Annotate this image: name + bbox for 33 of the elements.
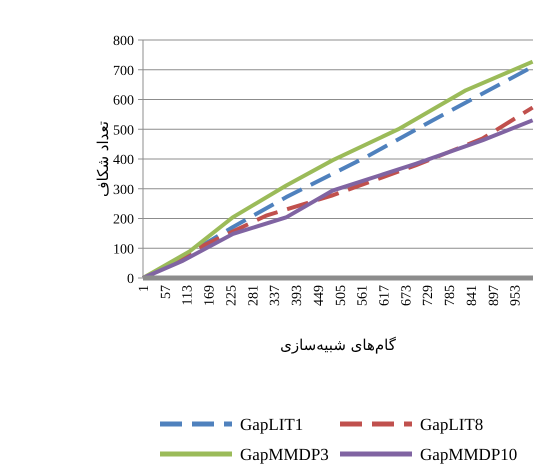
- y-tick-label: 0: [127, 272, 134, 287]
- x-tick-label: 57: [158, 285, 174, 299]
- y-tick-label: 300: [113, 182, 134, 198]
- x-tick-label: 1: [137, 285, 152, 292]
- x-tick-label: 729: [421, 285, 436, 306]
- x-tick-label: 953: [508, 285, 524, 306]
- legend-label: GapMMDP10: [420, 445, 518, 464]
- legend-label: GapLIT8: [420, 415, 484, 434]
- x-tick-label: 169: [202, 285, 218, 306]
- x-tick-label: 505: [334, 285, 349, 306]
- y-axis-title: تعداد شکاف: [94, 121, 112, 197]
- legend-label: GapMMDP3: [240, 445, 329, 464]
- y-tick-label: 200: [113, 212, 134, 228]
- x-tick-label: 617: [377, 285, 392, 306]
- y-tick-label: 700: [113, 64, 134, 79]
- x-tick-label: 785: [443, 285, 458, 306]
- y-tick-label: 400: [113, 153, 134, 168]
- y-tick-label: 600: [113, 94, 134, 108]
- x-tick-label: 561: [356, 285, 371, 306]
- y-tick-label: 800: [113, 34, 134, 49]
- x-tick-label: 449: [312, 285, 327, 306]
- x-tick-label: 225: [224, 285, 240, 306]
- x-tick-label: 337: [268, 285, 284, 306]
- legend-label: GapLIT1: [240, 415, 304, 434]
- x-tick-label: 841: [464, 285, 480, 306]
- x-tick-label: 897: [486, 285, 502, 306]
- x-tick-label: 281: [246, 285, 262, 306]
- x-tick-label: 673: [399, 285, 414, 306]
- x-tick-label: 393: [290, 285, 306, 306]
- x-tick-label: 113: [180, 285, 196, 306]
- x-axis-title: گام‌های شبیه‌سازی: [280, 336, 397, 354]
- y-tick-label: 100: [113, 242, 134, 258]
- y-tick-label: 500: [113, 123, 134, 138]
